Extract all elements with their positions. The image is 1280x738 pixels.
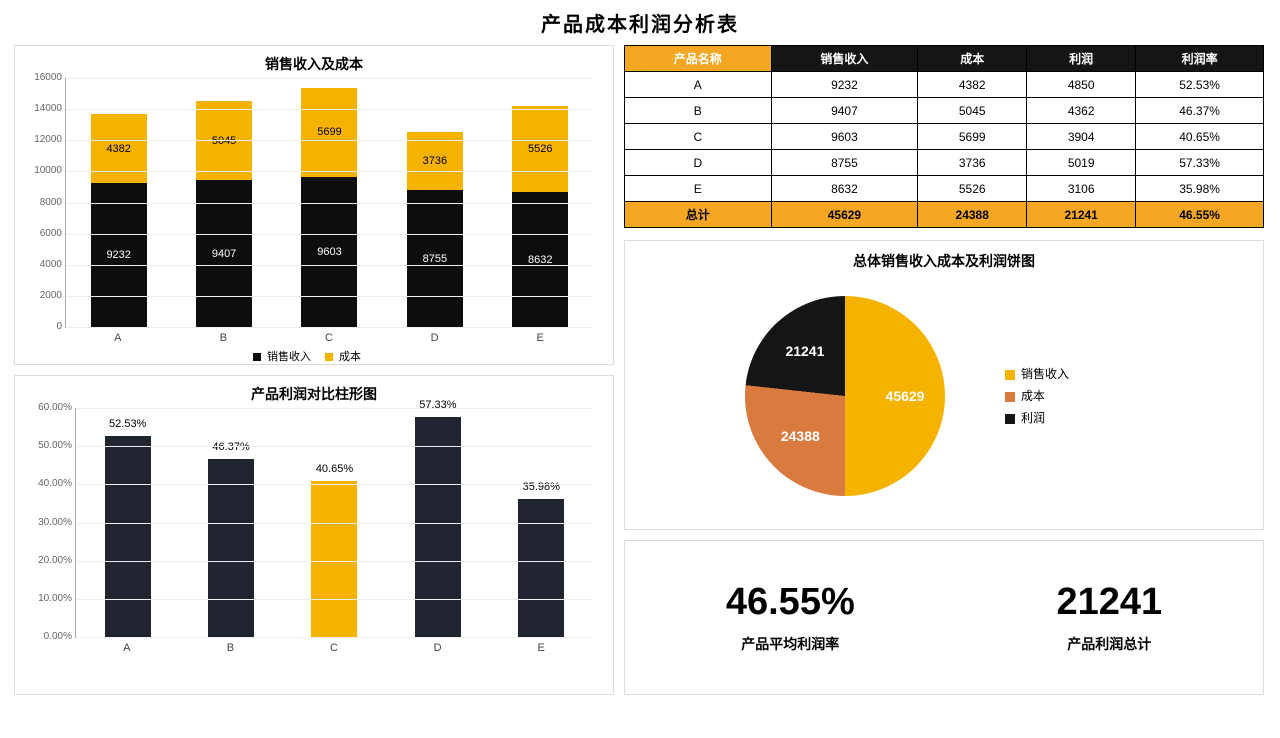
y-axis-label: 14000 [26, 103, 62, 114]
profit-chart-title: 产品利润对比柱形图 [15, 376, 613, 408]
y-axis-label: 0.00% [24, 631, 72, 642]
y-axis-label: 40.00% [24, 478, 72, 489]
y-axis-label: 10.00% [24, 593, 72, 604]
table-row: D87553736501957.33% [625, 150, 1264, 176]
legend-item: 成本 [325, 351, 361, 363]
data-table-container: 产品名称销售收入成本利润利润率 A92324382485052.53%B9407… [624, 45, 1264, 230]
y-axis-label: 4000 [26, 259, 62, 270]
pie-slice-label: 21241 [785, 343, 824, 359]
bar-segment: 9232 [91, 183, 147, 327]
kpi-total-profit-value: 21241 [1056, 581, 1162, 624]
bar-value-label: 35.98% [523, 481, 560, 493]
kpi-panel: 46.55% 产品平均利润率 21241 产品利润总计 [624, 540, 1264, 695]
bar-segment: 8755 [407, 190, 463, 327]
y-axis-label: 0 [26, 321, 62, 332]
pie-slice-label: 24388 [781, 428, 820, 444]
bar-value-label: 57.33% [419, 399, 456, 411]
page-title: 产品成本利润分析表 [14, 8, 1266, 37]
stacked-bar-chart: 9232438294075045960356998755373686325526… [65, 78, 593, 328]
bar-segment: 5526 [512, 106, 568, 192]
x-axis-label: E [493, 332, 588, 344]
pie-legend: 销售收入成本利润 [1005, 363, 1069, 429]
profit-bar: 40.65% [311, 481, 357, 637]
bar-value-label: 52.53% [109, 418, 146, 430]
legend-item: 销售收入 [253, 351, 311, 363]
legend-item: 利润 [1005, 407, 1069, 429]
stacked-chart-title: 销售收入及成本 [15, 46, 613, 78]
profit-bar: 46.37% [208, 459, 254, 637]
bar-segment: 8632 [512, 192, 568, 327]
data-table: 产品名称销售收入成本利润利润率 A92324382485052.53%B9407… [624, 45, 1264, 228]
legend-item: 成本 [1005, 385, 1069, 407]
table-row: A92324382485052.53% [625, 72, 1264, 98]
bar-segment: 4382 [91, 114, 147, 182]
table-row: E86325526310635.98% [625, 176, 1264, 202]
x-axis-label: B [184, 642, 277, 654]
table-header: 销售收入 [771, 46, 918, 72]
y-axis-label: 8000 [26, 197, 62, 208]
bar-value-label: 40.65% [316, 463, 353, 475]
kpi-avg-margin-value: 46.55% [726, 581, 855, 624]
y-axis-label: 2000 [26, 290, 62, 301]
pie-chart: 45629 24388 21241 [745, 296, 945, 496]
bar-segment: 9603 [301, 177, 357, 327]
legend-item: 销售收入 [1005, 363, 1069, 385]
x-axis-label: C [281, 332, 376, 344]
x-axis-label: E [495, 642, 588, 654]
y-axis-label: 30.00% [24, 517, 72, 528]
pie-slice-label: 45629 [886, 388, 925, 404]
table-row: B94075045436246.37% [625, 98, 1264, 124]
x-axis-label: C [287, 642, 380, 654]
table-header: 利润 [1027, 46, 1136, 72]
table-header: 利润率 [1136, 46, 1264, 72]
y-axis-label: 6000 [26, 228, 62, 239]
y-axis-label: 16000 [26, 72, 62, 83]
stacked-bar-panel: 销售收入及成本 92324382940750459603569987553736… [14, 45, 614, 365]
x-axis-label: B [176, 332, 271, 344]
x-axis-label: D [391, 642, 484, 654]
table-header: 成本 [918, 46, 1027, 72]
bar-group: 87553736 [387, 132, 482, 327]
bar-group: 86325526 [493, 106, 588, 327]
kpi-avg-margin-label: 产品平均利润率 [726, 634, 855, 654]
kpi-total-profit-label: 产品利润总计 [1056, 634, 1162, 654]
table-header: 产品名称 [625, 46, 772, 72]
bar-value-label: 46.37% [212, 441, 249, 453]
x-axis-label: A [80, 642, 173, 654]
y-axis-label: 50.00% [24, 440, 72, 451]
bar-segment: 5699 [301, 88, 357, 177]
y-axis-label: 60.00% [24, 402, 72, 413]
kpi-avg-margin: 46.55% 产品平均利润率 [726, 581, 855, 654]
table-total-row: 总计45629243882124146.55% [625, 202, 1264, 228]
stacked-legend: 销售收入 成本 [15, 348, 613, 364]
y-axis-label: 10000 [26, 165, 62, 176]
profit-bar: 35.98% [518, 499, 564, 637]
x-axis-label: D [387, 332, 482, 344]
profit-bar-chart: 52.53%46.37%40.65%57.33%35.98% 0.00%10.0… [75, 408, 593, 638]
x-axis-label: A [70, 332, 165, 344]
bar-group: 94075045 [177, 101, 272, 327]
profit-chart-panel: 产品利润对比柱形图 52.53% 46.37% 40.65% 57.33% 35.98%… [14, 375, 614, 695]
y-axis-label: 20.00% [24, 555, 72, 566]
bar-group: 96035699 [282, 88, 377, 327]
kpi-total-profit: 21241 产品利润总计 [1056, 581, 1162, 654]
pie-panel: 总体销售收入成本及利润饼图 45629 24388 21241 销售收入成本利润 [624, 240, 1264, 530]
table-row: C96035699390440.65% [625, 124, 1264, 150]
pie-title: 总体销售收入成本及利润饼图 [625, 241, 1263, 271]
profit-bar: 52.53% [105, 436, 151, 637]
y-axis-label: 12000 [26, 134, 62, 145]
profit-bar: 57.33% [415, 417, 461, 637]
